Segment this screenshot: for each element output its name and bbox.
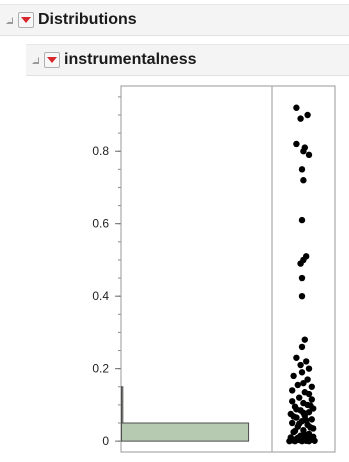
data-point bbox=[303, 416, 310, 424]
data-point bbox=[298, 166, 306, 173]
data-point bbox=[290, 372, 297, 380]
histogram-bar bbox=[121, 422, 250, 442]
data-point bbox=[289, 398, 296, 405]
data-point bbox=[300, 409, 307, 417]
variable-title: instrumentalness bbox=[64, 51, 197, 68]
data-point bbox=[308, 436, 315, 443]
data-point bbox=[289, 437, 296, 444]
distributions-outline-header[interactable]: Distributions bbox=[0, 4, 349, 36]
data-point bbox=[305, 408, 313, 416]
data-point bbox=[300, 379, 307, 387]
y-tick-label: 0 bbox=[102, 434, 109, 448]
data-point bbox=[304, 376, 311, 383]
disclosure-triangle-icon[interactable] bbox=[6, 16, 13, 24]
data-point bbox=[289, 387, 296, 394]
data-point bbox=[303, 358, 310, 365]
data-point bbox=[305, 151, 313, 159]
distribution-chart: 0 0.2 0.4 0.6 0.8 bbox=[92, 85, 336, 453]
y-axis: 0 0.2 0.4 0.6 0.8 bbox=[92, 96, 121, 448]
y-tick-label: 0.8 bbox=[92, 144, 109, 158]
data-point bbox=[289, 419, 296, 427]
data-point bbox=[298, 274, 306, 282]
red-triangle-menu-icon[interactable] bbox=[18, 12, 34, 28]
data-point bbox=[293, 406, 300, 413]
data-point bbox=[297, 260, 304, 267]
data-point bbox=[298, 216, 306, 224]
data-point bbox=[305, 365, 313, 372]
histogram-bar bbox=[121, 386, 124, 424]
data-point bbox=[290, 413, 297, 420]
data-point bbox=[293, 104, 300, 111]
histogram-frame bbox=[120, 85, 273, 453]
y-tick-label: 0.6 bbox=[92, 217, 109, 231]
y-tick-label: 0.2 bbox=[92, 362, 109, 376]
data-point bbox=[303, 437, 310, 444]
y-tick-label: 0.4 bbox=[92, 289, 109, 303]
data-point bbox=[294, 381, 301, 389]
red-triangle-menu-icon[interactable] bbox=[44, 52, 60, 68]
data-point bbox=[298, 292, 306, 300]
data-point bbox=[307, 402, 314, 409]
data-point bbox=[297, 115, 304, 122]
dotplot-frame bbox=[271, 85, 336, 453]
data-point bbox=[294, 434, 301, 442]
data-point bbox=[298, 343, 306, 351]
histogram-bars bbox=[121, 386, 250, 442]
data-point bbox=[307, 424, 314, 431]
data-point bbox=[291, 427, 299, 435]
data-point bbox=[298, 369, 306, 376]
variable-outline-header[interactable]: instrumentalness bbox=[26, 44, 349, 76]
data-point bbox=[293, 354, 300, 361]
data-point bbox=[305, 390, 313, 398]
data-point bbox=[293, 140, 300, 148]
data-point bbox=[308, 383, 315, 390]
data-point bbox=[296, 394, 303, 401]
data-point bbox=[300, 148, 307, 155]
data-point bbox=[308, 416, 315, 423]
data-point bbox=[301, 431, 308, 438]
data-point bbox=[297, 361, 304, 369]
distributions-title: Distributions bbox=[38, 11, 137, 28]
data-point bbox=[300, 177, 307, 184]
data-point bbox=[308, 396, 315, 403]
data-point bbox=[296, 420, 303, 427]
data-point bbox=[301, 336, 308, 343]
disclosure-triangle-icon[interactable] bbox=[32, 56, 39, 64]
dotplot-points bbox=[286, 104, 318, 445]
data-point bbox=[304, 111, 311, 119]
